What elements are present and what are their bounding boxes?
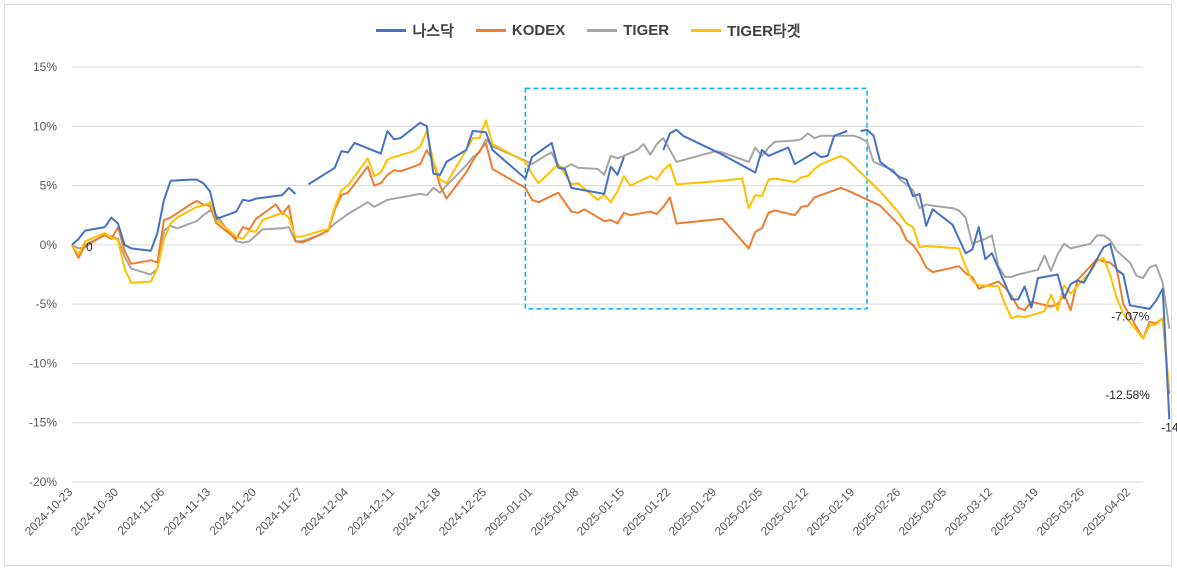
x-tick-label: 2024-12-25 [436,485,490,539]
series-line-nasdaq [860,128,1171,420]
legend-item-nasdaq: 나스닥 [376,20,454,41]
x-tick-label: 2025-02-12 [758,485,812,539]
x-tick-label: 2025-03-05 [896,485,950,539]
x-tick-label: 2025-02-26 [850,485,904,539]
legend-swatch-nasdaq [376,29,407,32]
data-label-nasdaq: -14.71% [1161,420,1177,434]
legend-label-nasdaq: 나스닥 [412,23,454,40]
legend-swatch-tiger [587,29,618,32]
data-label-tiger: -7.07% [1111,310,1149,324]
y-tick-label: -5% [36,297,58,311]
x-tick-label: 2025-03-12 [942,485,996,539]
x-tick-label: 2024-11-27 [253,485,306,538]
x-tick-label: 2025-01-08 [528,485,582,539]
series-line-nasdaq [71,178,297,252]
x-tick-label: 2025-04-02 [1080,485,1134,539]
chart-legend: 나스닥 KODEX TIGER TIGER타겟 [0,20,1177,41]
y-tick-label: -20% [29,475,57,489]
x-tick-label: 2024-11-13 [161,485,214,538]
legend-swatch-tiger-target [691,29,722,32]
highlight-box [524,87,868,310]
series-line-nasdaq [662,128,848,174]
x-tick-label: 2025-02-19 [804,485,858,539]
series-line-nasdaq [307,121,625,195]
x-tick-label: 2024-11-06 [115,485,168,538]
y-tick-label: 5% [40,179,58,193]
x-tick-label: 2025-01-15 [574,485,628,539]
y-tick-label: 0% [40,238,58,252]
x-tick-label: 2025-02-05 [712,485,766,539]
legend-swatch-kodex [475,29,506,32]
legend-item-kodex: KODEX [475,20,566,41]
legend-item-tiger: TIGER [587,20,669,41]
data-label-kodex: -12.58% [1105,388,1150,402]
y-tick-label: -15% [29,416,57,430]
y-tick-label: 15% [33,60,57,74]
x-tick-label: 2025-01-22 [620,485,674,539]
x-tick-label: 2024-11-20 [207,485,260,538]
series-line-tiger-target [71,119,1171,391]
x-tick-label: 2024-10-23 [22,485,76,539]
y-tick-label: 10% [33,119,57,133]
series-line-tiger [71,132,1171,329]
legend-label-tiger-target: TIGER타겟 [727,23,801,40]
legend-item-tiger-target: TIGER타겟 [691,20,801,41]
x-tick-label: 2024-10-30 [68,485,122,539]
y-tick-label: -10% [29,356,57,370]
legend-label-kodex: KODEX [511,22,566,39]
series-line-kodex [71,141,1171,395]
x-tick-label: 2024-12-04 [298,485,352,539]
legend-label-tiger: TIGER [623,22,670,39]
x-tick-label: 2025-03-19 [988,485,1042,539]
data-label-start: 0 [86,240,93,254]
x-tick-label: 2024-12-11 [345,485,398,538]
x-tick-label: 2025-01-01 [482,485,536,539]
x-tick-label: 2025-01-29 [666,485,720,539]
x-tick-label: 2024-12-18 [390,485,444,539]
x-tick-label: 2025-03-26 [1034,485,1088,539]
